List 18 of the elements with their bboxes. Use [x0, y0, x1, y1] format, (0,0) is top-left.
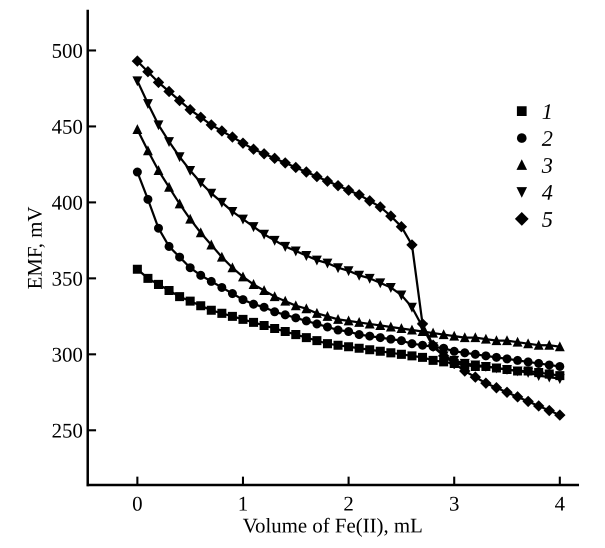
y-tick-label: 300 — [52, 348, 82, 362]
y-tick-label: 500 — [52, 44, 82, 58]
y-tick-label: 450 — [52, 120, 82, 134]
x-tick-label: 3 — [450, 496, 459, 511]
y-tick-label: 350 — [52, 272, 82, 286]
x-tick-label: 4 — [555, 496, 565, 511]
x-tick-label: 0 — [132, 496, 142, 511]
legend-label: 2 — [542, 131, 552, 146]
legend-label: 4 — [542, 185, 552, 200]
y-axis-title: EMF, mV — [28, 206, 45, 289]
x-tick-label: 2 — [344, 496, 353, 511]
x-axis-title: Volume of Fe(II), mL — [242, 518, 422, 537]
x-tick-label: 1 — [240, 496, 247, 511]
legend-label: 1 — [542, 104, 550, 119]
y-tick-label: 400 — [52, 196, 82, 210]
legend-label: 5 — [542, 212, 552, 227]
legend-label: 3 — [542, 158, 552, 174]
y-tick-label: 250 — [52, 424, 82, 438]
